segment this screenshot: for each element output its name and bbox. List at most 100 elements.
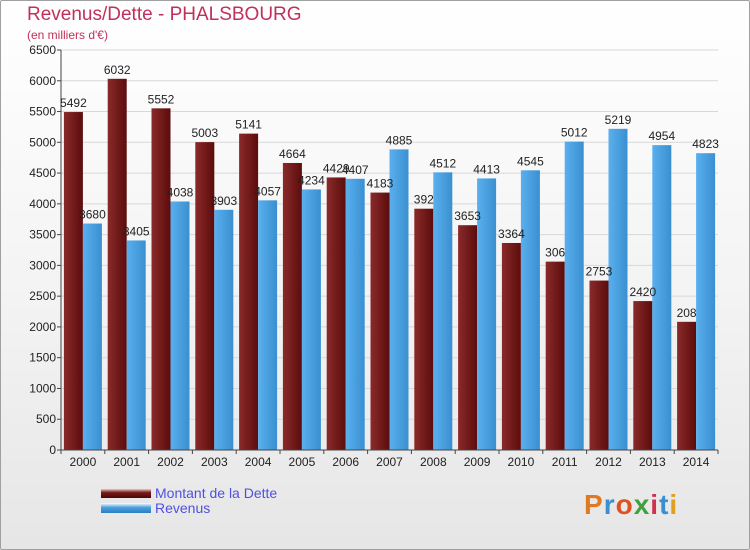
label-debt-2010: 3364 (498, 227, 525, 241)
logo-letter: i (669, 489, 679, 520)
label-debt-2008: 392 (414, 193, 434, 207)
label-revenue-2010: 4545 (517, 154, 544, 168)
bar-debt-2005 (282, 162, 302, 450)
label-revenue-2004: 4057 (254, 184, 281, 198)
logo-letter: x (633, 489, 651, 520)
data-labels: 5492 3680 6032 3405 5552 4038 5003 3903 5141 4057… (60, 63, 719, 320)
x-tick-label: 2011 (552, 455, 578, 469)
label-revenue-2009: 4413 (473, 162, 500, 176)
x-tick-label: 2012 (595, 455, 622, 469)
bar-revenue-2010 (520, 170, 540, 451)
label-debt-2014: 208 (677, 306, 697, 320)
logo-letter: P (584, 489, 604, 520)
bar-revenue-2000 (82, 223, 102, 450)
bars (63, 78, 716, 451)
bar-debt-2003 (195, 142, 215, 450)
x-tick-label: 2003 (201, 455, 228, 469)
x-tick-label: 2007 (376, 455, 403, 469)
label-debt-2009: 3653 (454, 209, 481, 223)
bar-debt-2014 (677, 321, 697, 450)
y-tick-label: 5000 (29, 135, 56, 149)
x-tick-label: 2010 (508, 455, 535, 469)
y-tick-label: 4000 (29, 197, 56, 211)
y-tick-label: 4500 (29, 166, 56, 180)
bar-debt-2004 (239, 133, 259, 450)
bar-revenue-2003 (214, 209, 234, 450)
bar-debt-2001 (107, 78, 127, 451)
label-revenue-2005: 4234 (298, 173, 325, 187)
bar-debt-2013 (633, 301, 653, 450)
x-tick-label: 2005 (289, 455, 316, 469)
y-tick-label: 2000 (29, 320, 56, 334)
y-tick-label: 2500 (29, 289, 56, 303)
y-tick-label: 500 (36, 412, 56, 426)
bar-debt-2006 (326, 177, 346, 450)
label-debt-2012: 2753 (586, 265, 613, 279)
x-tick-label: 2002 (157, 455, 184, 469)
bar-debt-2011 (545, 261, 565, 450)
label-revenue-2013: 4954 (648, 129, 675, 143)
label-revenue-2014: 4823 (692, 137, 719, 151)
label-revenue-2006: 4407 (342, 163, 369, 177)
bar-revenue-2004 (258, 200, 278, 450)
x-tick-label: 2001 (113, 455, 140, 469)
y-tick-label: 0 (49, 443, 56, 457)
legend-label-debt: Montant de la Dette (155, 485, 278, 501)
legend-swatch-revenue (101, 503, 151, 513)
label-debt-2000: 5492 (60, 96, 87, 110)
y-tick-label: 6500 (29, 43, 56, 57)
logo-letter: t (659, 489, 670, 520)
chart-title: Revenus/Dette - PHALSBOURG (27, 4, 302, 25)
label-debt-2011: 306 (545, 246, 565, 260)
bar-debt-2007 (370, 192, 390, 451)
label-revenue-2011: 5012 (561, 126, 588, 140)
label-debt-2003: 5003 (191, 126, 218, 140)
bar-debt-2010 (501, 242, 521, 450)
y-tick-label: 5500 (29, 105, 56, 119)
bar-revenue-2005 (301, 189, 321, 450)
x-tick-label: 2000 (70, 455, 97, 469)
bar-debt-2000 (63, 112, 83, 451)
bar-revenue-2013 (652, 145, 672, 450)
x-tick-label: 2009 (464, 455, 491, 469)
bar-revenue-2008 (433, 172, 453, 451)
chart-subtitle: (en milliers d'€) (27, 28, 108, 42)
label-debt-2001: 6032 (104, 63, 131, 77)
label-debt-2006: 4429 (323, 161, 350, 175)
label-revenue-2012: 5219 (605, 113, 632, 127)
label-revenue-2002: 4038 (167, 186, 194, 200)
bar-debt-2008 (414, 208, 434, 450)
label-revenue-2008: 4512 (429, 156, 456, 170)
label-revenue-2007: 4885 (386, 133, 413, 147)
y-tick-label: 3500 (29, 228, 56, 242)
bar-revenue-2007 (389, 149, 409, 450)
logo-letter: o (615, 489, 634, 520)
bar-revenue-2006 (345, 178, 365, 451)
logo-letter: r (603, 489, 616, 520)
x-tick-label: 2014 (683, 455, 710, 469)
bar-debt-2009 (458, 225, 478, 450)
bar-revenue-2011 (564, 141, 584, 451)
y-tick-label: 1000 (29, 381, 56, 395)
label-debt-2002: 5552 (148, 92, 175, 106)
bar-debt-2002 (151, 108, 171, 450)
x-tick-label: 2008 (420, 455, 447, 469)
label-revenue-2001: 3405 (123, 224, 150, 238)
label-debt-2007: 4183 (367, 177, 394, 191)
x-tick-label: 2013 (639, 455, 666, 469)
x-tick-label: 2004 (245, 455, 272, 469)
x-tick-label: 2006 (332, 455, 359, 469)
bar-revenue-2014 (696, 153, 716, 450)
proxiti-logo: Proxiti (584, 489, 678, 521)
bar-debt-2012 (589, 280, 609, 450)
y-tick-label: 3000 (29, 258, 56, 272)
y-tick-label: 1500 (29, 351, 56, 365)
legend-label-revenue: Revenus (155, 500, 211, 516)
axes: 0 500 1000 1500 2000 2500 3000 3500 4000 4500 5000… (29, 43, 719, 469)
label-revenue-2003: 3903 (210, 194, 237, 208)
y-tick-label: 6000 (29, 74, 56, 88)
label-debt-2013: 2420 (629, 285, 656, 299)
label-debt-2005: 4664 (279, 147, 306, 161)
logo-letter: i (650, 489, 660, 520)
